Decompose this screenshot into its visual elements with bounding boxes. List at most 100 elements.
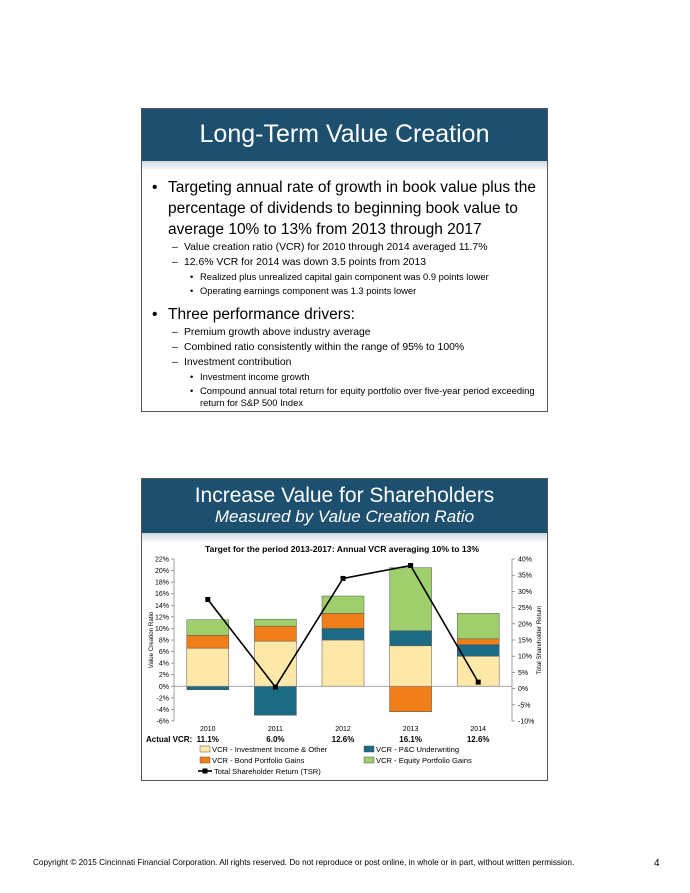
bar-segment: [186, 619, 230, 636]
bullet-marker: –: [172, 357, 178, 368]
bar-segment: [456, 644, 500, 657]
bullet-marker: –: [172, 242, 178, 253]
bullet-text: Three performance drivers:: [168, 306, 355, 323]
slide-long-term-value-creation: Long-Term Value Creation • Targeting annu…: [141, 108, 548, 412]
bar-segment: [456, 638, 500, 645]
bullet-marker: •: [152, 179, 158, 196]
title-band: Increase Value for Shareholders Measured…: [142, 479, 547, 533]
bullet-text: Combined ratio consistently within the r…: [184, 342, 465, 353]
bar-segment: [389, 645, 432, 687]
bar-segment: [186, 647, 230, 687]
bar-segment: [456, 613, 500, 640]
left-axis-tick-label: 8%: [159, 638, 169, 645]
bullet-marker: –: [172, 257, 178, 268]
vcr-chart: Target for the period 2013-2017: Annual …: [146, 544, 543, 776]
left-axis-tick-label: -4%: [157, 707, 169, 714]
bullet-text: Operating earnings component was 1.3 poi…: [200, 284, 417, 296]
left-axis-tick-label: 2%: [159, 672, 169, 679]
right-axis-tick-label: 40%: [518, 557, 532, 564]
bullet-level2: –12.6% VCR for 2014 was down 3.5 points …: [150, 256, 542, 270]
left-axis-tick-label: 6%: [159, 649, 169, 656]
bar-segment: [254, 625, 297, 642]
bullet-text: Investment income growth: [200, 371, 310, 382]
bullet-text: 12.6% VCR for 2014 was down 3.5 points f…: [184, 257, 427, 268]
legend-line-marker: [202, 768, 208, 774]
bullet-level2: – Combined ratio consistently within the …: [150, 341, 542, 355]
right-axis-tick-label: 15%: [518, 638, 532, 645]
chart-title: Target for the period 2013-2017: Annual …: [205, 544, 479, 554]
bar-segment: [321, 595, 365, 614]
bar-segment: [321, 613, 365, 629]
bullet-text: Investment contribution: [184, 357, 292, 368]
bullet-list: • Targeting annual rate of growth in book…: [150, 175, 542, 410]
legend-label: Total Shareholder Return (TSR): [214, 767, 321, 776]
legend-swatch: [199, 745, 211, 753]
bar-segment: [186, 686, 230, 691]
left-axis-tick-label: 4%: [159, 661, 169, 668]
left-axis-title: Value Creation Ratio: [148, 611, 155, 668]
bullet-level1: • Targeting annual rate of growth in book…: [150, 177, 542, 240]
bar-segment: [254, 618, 297, 627]
bullet-level2: – Premium growth above industry average: [150, 326, 542, 340]
legend-swatch: [363, 745, 375, 753]
bullet-marker: •: [190, 371, 194, 382]
tsr-marker: [340, 575, 346, 581]
bullet-marker: •: [190, 384, 194, 396]
bullet-text: Realized plus unrealized capital gain co…: [200, 271, 489, 282]
legend-label: VCR - P&C Underwriting: [376, 745, 459, 754]
bullet-marker: •: [152, 306, 158, 323]
page-number: 4: [654, 858, 660, 869]
bullet-level3: • Operating earnings component was 1.3 po…: [150, 285, 542, 298]
left-axis-tick-label: 22%: [155, 557, 169, 564]
right-axis-tick-label: 10%: [518, 654, 532, 661]
bullet-level2: – Value creation ratio (VCR) for 2010 thr…: [150, 241, 542, 255]
bullet-text: Value creation ratio (VCR) for 2010 thro…: [184, 242, 488, 253]
tsr-marker: [475, 679, 481, 685]
bullet-marker: –: [172, 342, 178, 353]
legend-swatch: [199, 756, 211, 764]
bar-segment: [389, 686, 432, 712]
bullet-marker: •: [190, 271, 194, 282]
slide-title: Long-Term Value Creation: [199, 120, 490, 148]
bullet-level3: • Compound annual total return for equity…: [150, 385, 542, 410]
actual-vcr-value: 11.1%: [197, 735, 219, 744]
right-axis-tick-label: 0%: [518, 686, 528, 693]
bullet-text: Compound annual total return for equity …: [200, 384, 535, 409]
bullet-level3: • Investment income growth: [150, 371, 542, 384]
left-axis-tick-label: 0%: [159, 684, 169, 691]
tsr-marker: [408, 562, 414, 568]
legend-label: VCR - Equity Portfolio Gains: [376, 756, 472, 765]
bullet-text: Premium growth above industry average: [184, 327, 371, 338]
category-label: 2014: [470, 726, 486, 733]
right-axis-tick-label: 5%: [518, 670, 528, 677]
actual-vcr-value: 12.6%: [467, 735, 490, 744]
left-axis-tick-label: -2%: [157, 695, 169, 702]
bar-segment: [321, 628, 365, 641]
actual-vcr-value: 12.6%: [332, 735, 355, 744]
left-axis-tick-label: 12%: [155, 614, 169, 621]
bar-segment: [389, 630, 432, 647]
bar-segment: [321, 639, 365, 687]
bullet-text: Targeting annual rate of growth in book …: [168, 179, 536, 238]
actual-vcr-value: 6.0%: [266, 735, 284, 744]
left-axis-tick-label: 18%: [155, 580, 169, 587]
tsr-marker: [205, 597, 211, 602]
right-axis-tick-label: -10%: [518, 719, 534, 726]
right-axis-title: Total Shareholder Return: [536, 605, 543, 674]
category-label: 2012: [335, 726, 351, 733]
slide-increase-value: Increase Value for Shareholders Measured…: [141, 478, 548, 781]
right-axis-tick-label: 25%: [518, 605, 532, 612]
title-band-shadow: [142, 161, 547, 171]
left-axis-tick-label: 10%: [155, 626, 169, 633]
bullet-marker: –: [172, 327, 178, 338]
left-axis-tick-label: 14%: [155, 603, 169, 610]
bullet-level2: – Investment contribution: [150, 356, 542, 370]
legend-label: VCR - Bond Portfolio Gains: [212, 756, 305, 765]
right-axis-tick-label: -5%: [518, 702, 530, 709]
slide-title: Increase Value for Shareholders: [194, 484, 495, 507]
left-axis-tick-label: 20%: [155, 568, 169, 575]
left-axis-tick-label: -6%: [157, 719, 169, 726]
category-label: 2011: [268, 726, 283, 733]
bar-segment: [186, 635, 230, 649]
actual-vcr-value: 16.1%: [399, 735, 422, 744]
